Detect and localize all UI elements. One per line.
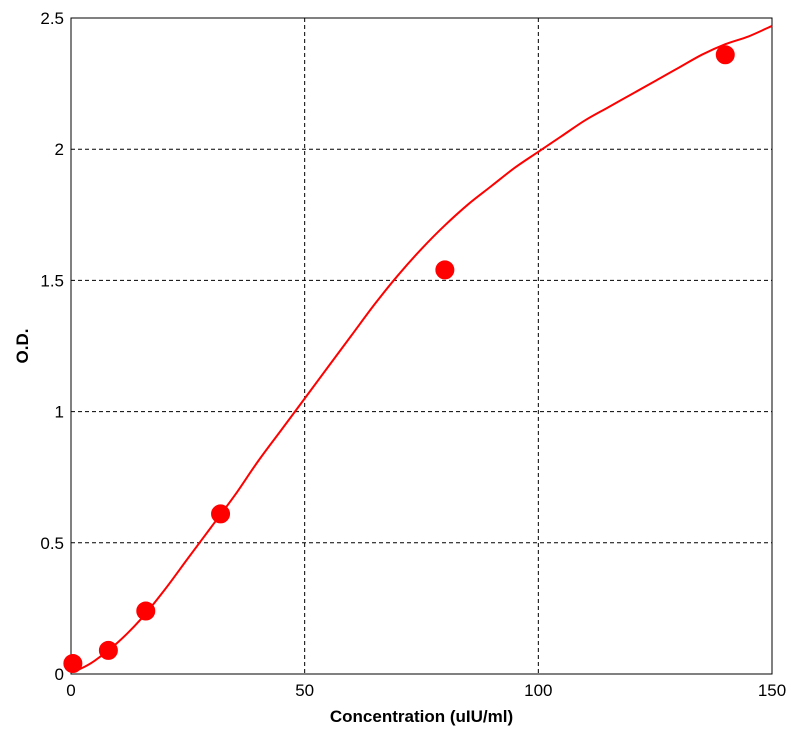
x-axis-title: Concentration (uIU/ml): [330, 707, 513, 726]
fitted-curve-layer: [70, 24, 773, 673]
y-tick-label: 1.5: [40, 271, 64, 290]
y-axis-title: O.D.: [13, 329, 32, 364]
y-tick-label: 2: [55, 140, 64, 159]
y-tick-label: 0: [55, 665, 64, 684]
data-points-layer: [63, 45, 735, 674]
y-tick-label: 2.5: [40, 9, 64, 28]
fitted-curve-line: [70, 24, 773, 673]
x-tick-label: 50: [295, 681, 314, 700]
data-point: [63, 654, 83, 674]
data-point: [211, 504, 231, 524]
x-tick-label: 100: [524, 681, 552, 700]
grid-lines: [71, 18, 772, 674]
x-tick-label: 150: [758, 681, 786, 700]
x-tick-label: 0: [66, 681, 75, 700]
data-point: [435, 260, 455, 280]
y-tick-label: 1: [55, 403, 64, 422]
x-tick-labels: 0 50 100 150: [66, 681, 786, 700]
data-point: [715, 45, 735, 65]
y-tick-labels: 0 0.5 1 1.5 2 2.5: [40, 9, 64, 684]
data-point: [98, 640, 118, 660]
y-tick-label: 0.5: [40, 534, 64, 553]
data-point: [136, 601, 156, 621]
plot-frame: [70, 17, 773, 675]
